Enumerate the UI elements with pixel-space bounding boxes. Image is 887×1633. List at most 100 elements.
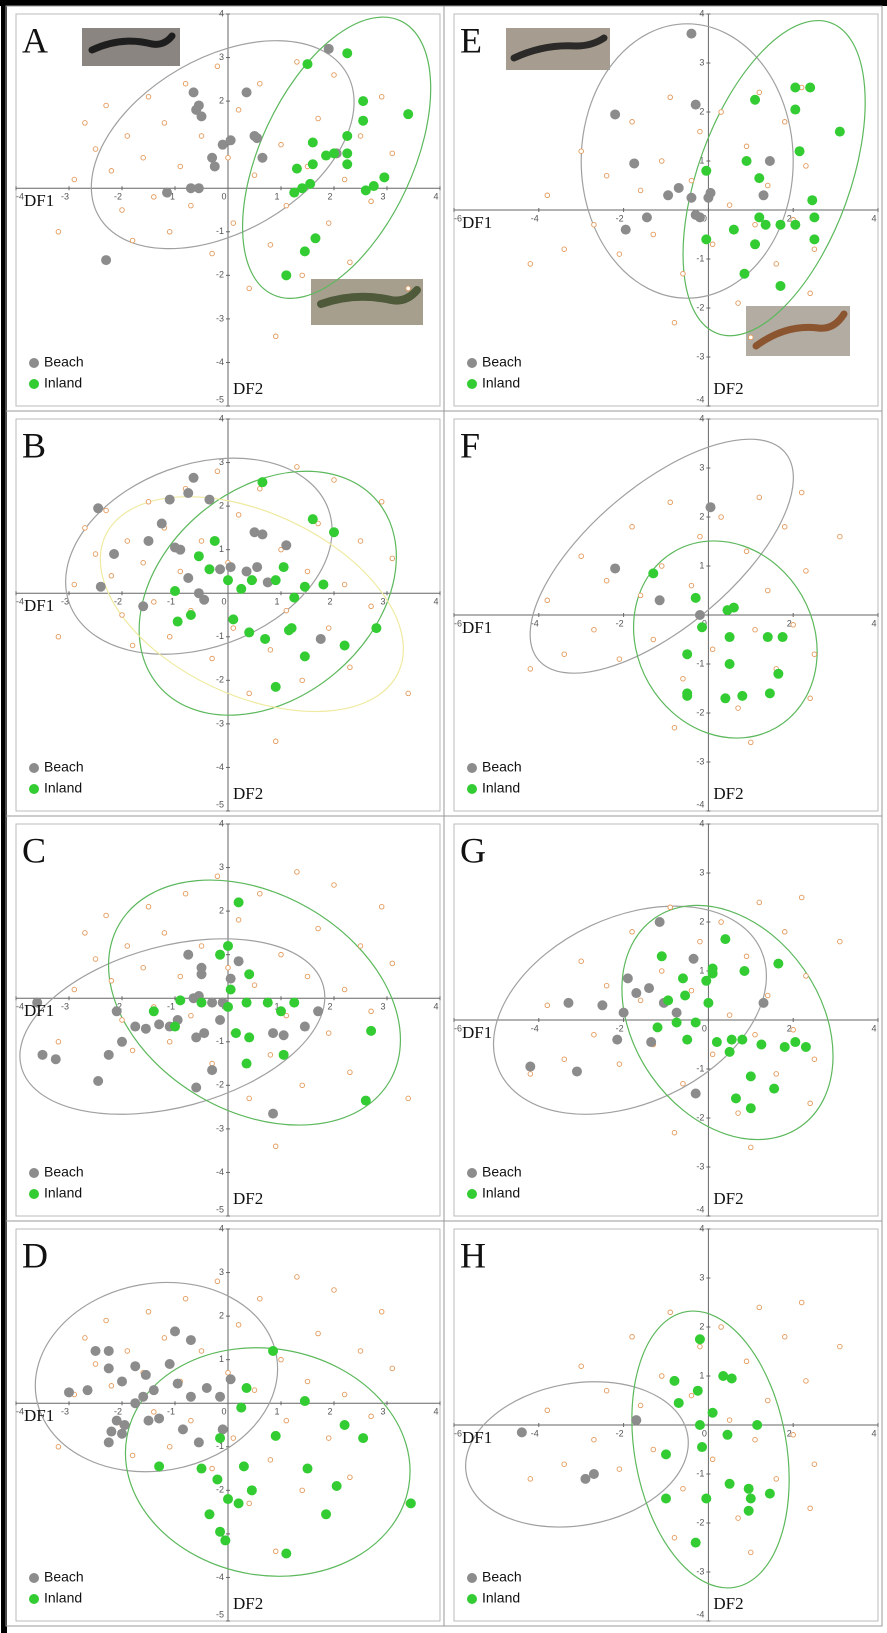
- point: [140, 1023, 151, 1034]
- point: [764, 688, 775, 699]
- x-tick-label: 0: [702, 1023, 707, 1033]
- background-point: [299, 1082, 305, 1089]
- point: [170, 1326, 180, 1337]
- legend-label: Inland: [44, 375, 82, 391]
- point: [207, 997, 218, 1008]
- point: [244, 969, 255, 980]
- point: [790, 1037, 801, 1048]
- y-tick-label: 4: [219, 8, 224, 18]
- confidence-ellipse: [631, 1310, 790, 1589]
- point: [257, 477, 268, 488]
- point: [690, 99, 701, 110]
- point: [268, 1108, 279, 1119]
- y-tick-label: 2: [219, 905, 224, 915]
- point: [750, 94, 761, 105]
- x-tick-label: 0: [702, 1428, 707, 1438]
- background-point: [368, 603, 374, 610]
- legend-label: Beach: [482, 354, 522, 370]
- background-point: [527, 261, 534, 267]
- background-point: [752, 1436, 758, 1443]
- background-point: [680, 1485, 686, 1492]
- point: [648, 568, 659, 579]
- point: [745, 1103, 756, 1114]
- x-tick-label: -2: [114, 597, 122, 607]
- point: [321, 150, 332, 161]
- background-point: [688, 1392, 695, 1399]
- background-point: [637, 592, 644, 599]
- background-point: [659, 563, 665, 569]
- point: [257, 152, 268, 163]
- photo-lizard: [510, 34, 608, 62]
- point: [329, 527, 339, 538]
- y-tick-label: -2: [696, 707, 704, 717]
- background-point: [368, 198, 374, 205]
- background-point: [561, 651, 567, 657]
- background-point: [752, 626, 758, 633]
- background-point: [803, 163, 809, 169]
- background-point: [718, 109, 724, 115]
- background-point: [119, 612, 125, 618]
- background-point: [214, 468, 221, 475]
- y-tick-label: -2: [696, 1517, 704, 1527]
- background-point: [251, 1387, 258, 1393]
- background-point: [283, 1012, 290, 1019]
- point: [773, 668, 784, 679]
- background-point: [198, 1348, 205, 1354]
- point: [101, 255, 112, 266]
- background-point: [650, 636, 657, 643]
- x-tick-label: 4: [433, 1002, 438, 1012]
- point: [752, 1420, 763, 1430]
- point: [156, 518, 167, 529]
- point: [305, 178, 316, 189]
- point: [196, 111, 207, 122]
- background-point: [544, 1002, 551, 1009]
- background-point: [748, 1549, 754, 1556]
- panel-title: H: [460, 1235, 486, 1275]
- point: [117, 1376, 127, 1387]
- point: [610, 109, 621, 120]
- background-point: [405, 1095, 411, 1102]
- confidence-ellipse: [19, 938, 326, 1115]
- y-tick-label: 2: [699, 511, 704, 521]
- y-tick-label: -1: [696, 253, 704, 263]
- background-point: [214, 63, 221, 70]
- point: [207, 152, 218, 163]
- point: [302, 59, 313, 70]
- point: [244, 627, 255, 638]
- point: [164, 494, 175, 505]
- point: [50, 1054, 61, 1065]
- point: [743, 1505, 754, 1516]
- background-point: [697, 533, 703, 540]
- background-point: [188, 202, 194, 209]
- y-tick-label: 3: [699, 462, 704, 472]
- confidence-ellipse: [90, 40, 355, 250]
- point: [262, 997, 273, 1008]
- point: [358, 1433, 369, 1444]
- background-point: [650, 231, 657, 238]
- background-point: [561, 1056, 567, 1062]
- background-point: [357, 943, 364, 949]
- background-point: [659, 158, 665, 164]
- point: [580, 1473, 591, 1484]
- point: [730, 1093, 741, 1104]
- confidence-ellipse: [529, 438, 794, 674]
- background-point: [71, 581, 78, 588]
- background-point: [591, 1031, 597, 1038]
- background-point: [561, 1461, 567, 1467]
- point: [109, 549, 120, 560]
- panel-title: E: [460, 20, 482, 60]
- point: [215, 1433, 226, 1444]
- background-point: [283, 202, 290, 209]
- x-tick-label: -2: [616, 1023, 624, 1033]
- x-tick-label: -4: [531, 213, 539, 223]
- background-point: [182, 890, 189, 897]
- point: [95, 581, 106, 592]
- background-point: [709, 1051, 716, 1058]
- background-point: [124, 1348, 131, 1354]
- background-point: [357, 538, 364, 544]
- point: [646, 1037, 657, 1048]
- point: [379, 172, 390, 183]
- point: [130, 1361, 141, 1372]
- point: [403, 109, 414, 120]
- point: [252, 133, 263, 144]
